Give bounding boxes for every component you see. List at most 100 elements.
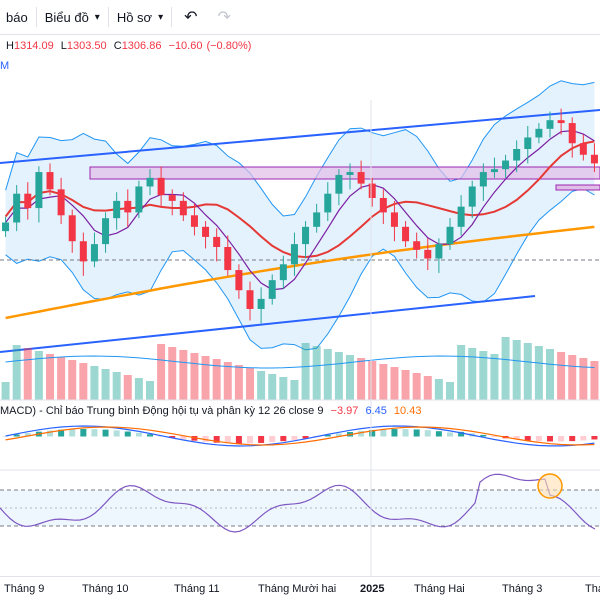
candle-body	[79, 241, 87, 262]
macd-histogram-bar	[269, 436, 276, 443]
candle-body	[257, 298, 265, 309]
macd-histogram-bar	[524, 436, 531, 441]
macd-histogram-bar	[291, 436, 298, 440]
rsi-line	[0, 473, 596, 533]
volume-bar	[557, 352, 566, 400]
volume-bar	[268, 374, 277, 400]
volume-bar	[479, 351, 488, 400]
candle-body	[546, 120, 554, 129]
macd-histogram-bar	[80, 429, 87, 437]
macd-histogram-bar	[124, 431, 131, 437]
close-label: C	[113, 40, 122, 52]
rsi-highlight-marker	[537, 473, 563, 499]
volume-bar	[23, 348, 32, 400]
macd-histogram-bar	[491, 436, 498, 437]
high-value: 1314.09	[13, 40, 54, 52]
volume-bar	[101, 369, 110, 400]
macd-legend: MACD) - Chỉ báo Trung bình Động hội tụ v…	[0, 405, 421, 417]
volume-bar	[46, 354, 54, 400]
ma50-line	[4, 140, 595, 259]
volume-bar	[312, 346, 321, 400]
change-value: −10.60	[168, 40, 203, 52]
macd-histogram-bar	[380, 429, 387, 437]
candle-body	[590, 154, 598, 164]
macd-hist-value: −3.97	[330, 405, 359, 417]
volume-bar	[523, 343, 532, 400]
macd-histogram-bar	[169, 436, 176, 438]
redo-icon[interactable]: ↷	[217, 9, 231, 26]
low-value: 1303.50	[66, 40, 107, 52]
candle-body	[268, 280, 276, 299]
time-axis[interactable]: Tháng 9 Tháng 10 Tháng 11 Tháng Mười hai…	[0, 576, 600, 601]
candle-body	[368, 183, 376, 198]
macd-histogram-bar	[358, 430, 365, 437]
macd-histogram-bar	[13, 434, 20, 437]
volume-bar	[334, 352, 343, 400]
x-tick-label: Tháng 9	[4, 583, 45, 595]
volume-bar	[90, 366, 99, 400]
x-tick-label: Thá	[585, 583, 600, 595]
macd-histogram-bar	[335, 433, 342, 437]
candle-body	[279, 264, 287, 281]
bollinger-upper-line	[5, 80, 595, 217]
volume-bar	[490, 354, 499, 400]
volume-bar	[168, 347, 177, 400]
candle-body	[57, 189, 65, 216]
volume-bar	[12, 345, 21, 400]
volume-bar	[346, 355, 354, 400]
candle-body	[235, 270, 243, 291]
candle-body	[213, 236, 221, 247]
candle-body	[335, 174, 343, 194]
volume-bar	[357, 358, 366, 400]
candle-body	[290, 244, 298, 265]
candle-body	[313, 212, 321, 227]
x-tick-label: Tháng 11	[174, 583, 220, 595]
volume-bar	[290, 380, 299, 400]
candle-body	[2, 222, 10, 232]
upper-trend-line	[0, 109, 600, 164]
candle-body	[24, 193, 32, 209]
chevron-down-icon: ▾	[94, 11, 100, 23]
macd-histogram-bar	[413, 429, 420, 437]
resistance-zone	[89, 166, 600, 180]
volume-bar	[112, 372, 121, 400]
macd-histogram-bar	[47, 430, 53, 437]
undo-icon[interactable]: ↶	[184, 9, 198, 26]
macd-signal-line	[5, 426, 595, 446]
volume-bar	[157, 344, 166, 400]
candle-body	[102, 218, 110, 245]
candle-body	[490, 169, 498, 173]
profile-menu[interactable]: Hồ sơ ▾	[111, 0, 169, 34]
alert-menu[interactable]: báo	[0, 0, 34, 34]
macd-histogram-bar	[302, 436, 309, 439]
chevron-down-icon: ▾	[158, 11, 164, 23]
macd-histogram-bar	[513, 436, 520, 440]
candle-body	[435, 244, 443, 259]
toolbar-divider	[35, 7, 37, 27]
macd-histogram-bar	[480, 434, 487, 437]
macd-histogram-bar	[258, 436, 265, 443]
volume-bar	[568, 355, 577, 400]
volume-bar	[446, 382, 454, 400]
volume-bar	[301, 343, 310, 400]
candle-body	[379, 198, 387, 213]
macd-histogram-bar	[435, 431, 442, 437]
macd-histogram-bar	[280, 436, 287, 442]
candle-body	[179, 200, 187, 216]
volume-bar	[212, 359, 221, 400]
candle-body	[90, 244, 98, 262]
candle-body	[413, 241, 421, 250]
volume-bar	[234, 365, 243, 400]
volume-ma-line	[5, 355, 595, 369]
volume-bar	[512, 340, 521, 400]
candle-body	[346, 172, 354, 175]
candle-body	[13, 193, 21, 223]
volume-bar	[57, 357, 66, 400]
volume-bar	[412, 373, 421, 400]
chart-menu[interactable]: Biểu đồ ▾	[39, 0, 106, 34]
price-chart[interactable]	[0, 34, 600, 576]
candle-body	[190, 215, 198, 227]
candle-body	[535, 128, 543, 138]
candle-body	[513, 149, 521, 161]
x-tick-label: Tháng Hai	[414, 583, 465, 595]
